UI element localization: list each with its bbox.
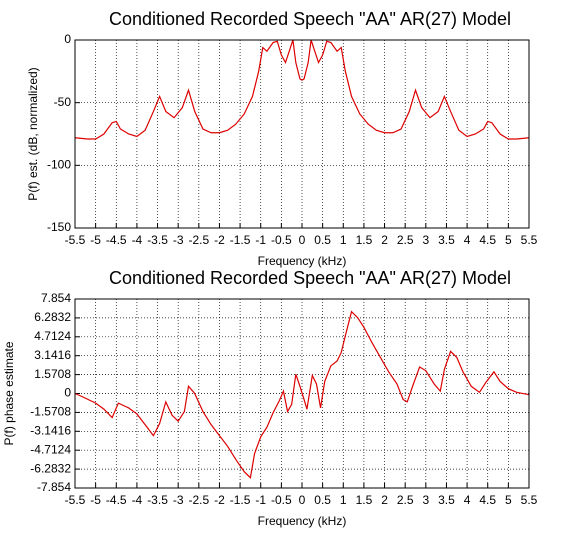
- x-tick-label: -2: [214, 493, 225, 507]
- y-tick-label: -1.5708: [30, 405, 71, 419]
- y-tick-label: -7.854: [37, 480, 71, 494]
- x-tick-label: -4.5: [106, 493, 127, 507]
- x-tick-label: 1.5: [356, 493, 373, 507]
- x-tick-label: -5: [90, 493, 101, 507]
- x-tick-label: -2: [214, 233, 225, 247]
- x-tick-label: 3: [422, 233, 429, 247]
- y-tick-label: -50: [54, 95, 72, 109]
- x-tick-label: -2.5: [188, 493, 209, 507]
- x-tick-label: -0.5: [271, 233, 292, 247]
- x-tick-label: -1: [255, 493, 266, 507]
- x-tick-label: -5.5: [65, 233, 86, 247]
- x-tick-label: 0.5: [314, 493, 331, 507]
- y-tick-label: -4.7124: [30, 442, 71, 456]
- y-tick-label: -6.2832: [30, 461, 71, 475]
- data-line: [74, 310, 530, 479]
- x-axis-label: Frequency (kHz): [258, 254, 347, 268]
- x-tick-label: 3.5: [438, 493, 455, 507]
- x-tick-label: -0.5: [271, 493, 292, 507]
- y-tick-label: 3.1416: [34, 348, 71, 362]
- x-tick-label: 1.5: [356, 233, 373, 247]
- x-tick-label: 4: [464, 493, 471, 507]
- x-tick-label: 4: [464, 233, 471, 247]
- data-line: [74, 39, 530, 140]
- y-tick-label: 1.5708: [34, 367, 71, 381]
- x-tick-label: -1.5: [230, 233, 251, 247]
- y-tick-label: -3.1416: [30, 423, 71, 437]
- x-tick-label: 3.5: [438, 233, 455, 247]
- x-tick-label: 4.5: [479, 493, 496, 507]
- x-tick-label: 1: [340, 233, 347, 247]
- x-tick-label: -4: [132, 493, 143, 507]
- chart-title: Conditioned Recorded Speech "AA" AR(27) …: [109, 268, 511, 288]
- x-tick-label: 5.5: [521, 233, 538, 247]
- x-tick-label: -3: [173, 233, 184, 247]
- y-tick-label: 0: [64, 32, 71, 46]
- y-tick-label: 4.7124: [34, 329, 71, 343]
- y-tick-label: -100: [47, 158, 71, 172]
- x-tick-label: 5.5: [521, 493, 538, 507]
- x-tick-label: 2.5: [397, 493, 414, 507]
- x-tick-label: 0.5: [314, 233, 331, 247]
- x-tick-label: -5: [90, 233, 101, 247]
- x-tick-label: 2: [381, 233, 388, 247]
- x-tick-label: 1: [340, 493, 347, 507]
- chart-title: Conditioned Recorded Speech "AA" AR(27) …: [109, 9, 511, 29]
- x-tick-label: -1.5: [230, 493, 251, 507]
- x-tick-label: 3: [422, 493, 429, 507]
- x-tick-label: -1: [255, 233, 266, 247]
- x-tick-label: 0: [299, 233, 306, 247]
- x-tick-label: -3.5: [147, 493, 168, 507]
- x-tick-label: 4.5: [479, 233, 496, 247]
- x-tick-label: 2.5: [397, 233, 414, 247]
- x-tick-label: -2.5: [188, 233, 209, 247]
- x-tick-label: -3: [173, 493, 184, 507]
- x-tick-label: 0: [299, 493, 306, 507]
- x-tick-label: 5: [505, 233, 512, 247]
- x-tick-label: -4: [132, 233, 143, 247]
- x-axis-label: Frequency (kHz): [258, 514, 347, 528]
- x-tick-label: -5.5: [65, 493, 86, 507]
- x-tick-label: 5: [505, 493, 512, 507]
- plot-frame: [74, 298, 530, 489]
- x-tick-label: -3.5: [147, 233, 168, 247]
- y-tick-label: 7.854: [41, 291, 71, 305]
- y-tick-label: -150: [47, 220, 71, 234]
- x-tick-label: 2: [381, 493, 388, 507]
- x-tick-label: -4.5: [106, 233, 127, 247]
- y-tick-label: 6.2832: [34, 310, 71, 324]
- plot-frame: [74, 39, 530, 229]
- y-axis-label: P(f) est. (dB, normalized): [26, 67, 40, 200]
- y-tick-label: 0: [64, 386, 71, 400]
- y-axis-label: P(f) phase estimate: [2, 341, 16, 445]
